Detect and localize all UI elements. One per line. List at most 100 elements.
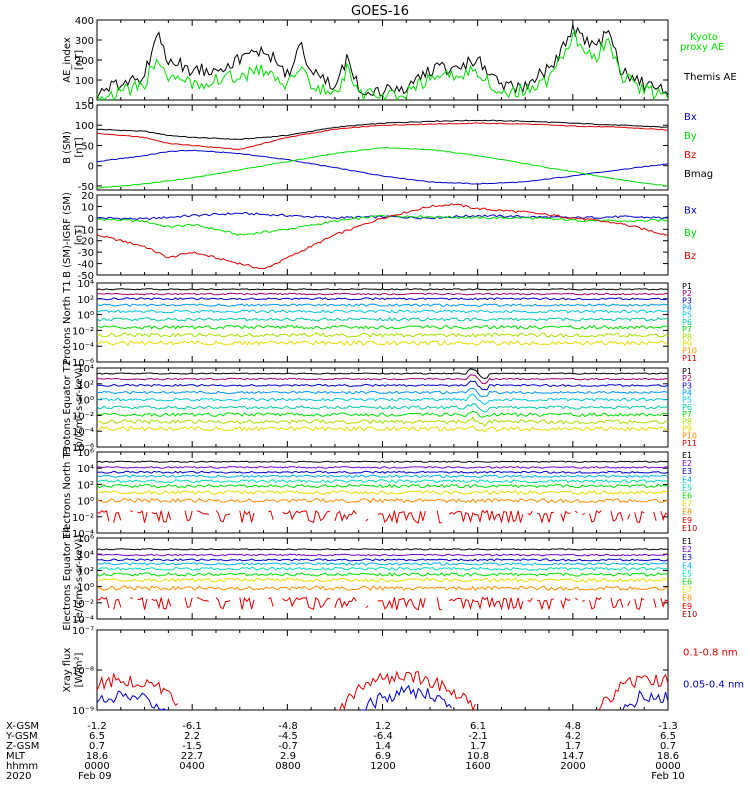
series-line-bz: [96, 203, 668, 270]
series-line-kyoto-proxy-ae: [96, 30, 669, 102]
y-tick-label: 10⁻⁸: [72, 666, 94, 677]
series-line-by: [96, 214, 669, 237]
panel-frame: [96, 19, 669, 101]
ephemeris-value: 14.7: [562, 751, 584, 762]
y-axis-unit: [e/(cm²-s-sr-keV)]: [74, 535, 85, 623]
flux-channel-9: [96, 596, 669, 611]
flux-channel-8: [96, 332, 669, 338]
series-line-bz: [96, 122, 669, 151]
ephemeris-value: -0.7: [278, 741, 298, 752]
y-tick-label: 10⁴: [77, 279, 94, 290]
legend-item: P8: [682, 332, 692, 341]
legend-item: E2: [682, 545, 692, 554]
legend-item: P6: [682, 403, 692, 412]
y-tick-label: 10⁻⁴: [72, 427, 94, 438]
ephemeris-value: 10.8: [467, 751, 489, 762]
legend-item: P9: [682, 424, 692, 433]
ephemeris-value: 1.4: [375, 741, 391, 752]
legend-item: P4: [682, 389, 692, 398]
ephemeris-value: -4.5: [278, 731, 298, 742]
y-tick-label: 10: [81, 202, 94, 213]
flux-channel-1: [96, 460, 669, 463]
ephemeris-value: -1.2: [87, 721, 107, 732]
legend-item: P7: [682, 325, 692, 334]
legend-item: P5: [682, 396, 692, 405]
legend-item: E3: [682, 553, 692, 562]
ephemeris-value: 18.6: [86, 751, 108, 762]
legend-item: E6: [682, 578, 692, 587]
ephemeris-value: 0800: [275, 761, 300, 772]
flux-channel-7: [96, 490, 669, 496]
y-tick-label: 10⁻²: [72, 599, 94, 610]
y-tick-label: 10⁴: [77, 550, 94, 561]
legend-item: P5: [682, 311, 692, 320]
ephemeris-value: -1.5: [182, 741, 202, 752]
panel-4: [96, 282, 669, 363]
flux-channel-3: [96, 297, 669, 301]
flux-channel-3: [96, 470, 669, 474]
ephemeris-value: 1.7: [470, 741, 486, 752]
ephemeris-value: 6.1: [470, 721, 486, 732]
y-tick-label: -20: [78, 237, 94, 248]
y-tick-label: 300: [75, 36, 94, 47]
y-axis-label: AE_index: [62, 37, 73, 83]
y-axis-unit: [nT]: [74, 225, 85, 245]
figure-title: GOES-16: [351, 4, 409, 19]
flux-channel-2: [97, 292, 669, 296]
ephemeris-label: MLT: [6, 751, 26, 762]
legend-item: 0.1-0.8 nm: [683, 648, 738, 659]
y-axis-label: Protons Equator T2: [62, 360, 73, 456]
panel-3: [96, 194, 669, 276]
ephemeris-value: 0400: [179, 761, 204, 772]
y-tick-label: 0: [88, 214, 94, 225]
y-axis-label: B (SM)-IGRF (SM): [62, 192, 73, 278]
ephemeris-value: 4.2: [565, 731, 581, 742]
y-tick-label: 400: [75, 16, 94, 27]
legend-item: E4: [682, 561, 692, 570]
y-tick-label: 20: [81, 191, 94, 202]
legend-item: P1: [682, 282, 692, 291]
legend-item: Bz: [684, 150, 696, 161]
y-tick-label: 10²: [77, 295, 94, 306]
legend-item: P7: [682, 410, 692, 419]
y-tick-label: 10⁻⁶: [72, 358, 94, 369]
panel-1: [96, 19, 669, 102]
ephemeris-label: hhmm: [6, 761, 38, 772]
ephemeris-value: Feb 10: [651, 771, 685, 782]
y-axis-label: B (SM): [62, 131, 73, 164]
y-tick-label: 10⁰: [77, 583, 94, 594]
legend-item: Bmag: [684, 169, 713, 180]
ephemeris-value: 22.7: [181, 751, 203, 762]
ephemeris-value: 1600: [465, 761, 490, 772]
y-tick-label: 10⁴: [77, 464, 94, 475]
xray-short-line: [96, 684, 669, 711]
y-tick-label: 10⁻⁷: [72, 626, 94, 637]
y-tick-label: 10²: [77, 380, 94, 391]
ephemeris-value: -6.1: [182, 721, 202, 732]
legend-item: P6: [682, 318, 692, 327]
y-tick-label: 10⁰: [77, 311, 94, 322]
legend-item: E3: [682, 467, 692, 476]
ephemeris-value: 2.9: [280, 751, 296, 762]
ephemeris-value: 1200: [370, 761, 395, 772]
ephemeris-value: 4.8: [565, 721, 581, 732]
legend-item: P10: [682, 347, 697, 356]
y-axis-label: Electrons North T3: [62, 446, 73, 539]
legend-item: P2: [682, 289, 692, 298]
flux-channel-4: [96, 303, 669, 307]
legend-item: P3: [682, 381, 692, 390]
y-tick-label: 10⁻⁶: [72, 443, 94, 454]
legend-item: P4: [682, 304, 692, 313]
flux-channel-3: [96, 558, 669, 562]
flux-channel-1: [96, 548, 669, 551]
legend-item: E10: [682, 524, 697, 533]
flux-channel-6: [96, 317, 669, 322]
ephemeris-label: Y-GSM: [5, 731, 38, 742]
flux-channel-5: [96, 566, 669, 571]
flux-channel-5: [96, 393, 669, 406]
ephemeris-value: Feb 09: [78, 771, 112, 782]
flux-channel-6: [96, 483, 669, 489]
legend-item: E7: [682, 500, 692, 509]
legend-item: proxy AE: [680, 42, 724, 53]
flux-channel-8: [96, 416, 669, 428]
